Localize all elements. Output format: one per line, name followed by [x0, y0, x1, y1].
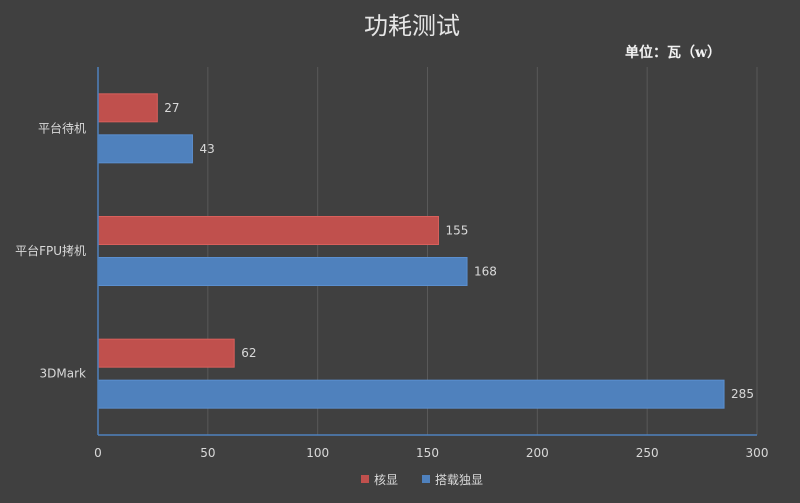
category-label: 平台FPU拷机: [15, 243, 86, 258]
data-label: 168: [474, 265, 497, 279]
legend-label: 核显: [374, 473, 398, 487]
bars: [97, 93, 725, 409]
x-tick-label: 0: [94, 446, 102, 460]
x-tick-label: 150: [416, 446, 439, 460]
x-tick-label: 50: [200, 446, 215, 460]
data-label: 155: [445, 224, 468, 238]
bar: [97, 134, 193, 164]
unit-label: 单位：瓦（w）: [625, 44, 721, 61]
bar: [97, 338, 235, 368]
x-tick-label: 100: [306, 446, 329, 460]
x-tick-label: 200: [526, 446, 549, 460]
x-tick-label: 250: [636, 446, 659, 460]
labels: 0 50 100 150 200 250 300 平台待机 27 43 平台FPU拷机 155 168 3…: [15, 101, 768, 460]
bar: [97, 216, 439, 245]
bar: [97, 379, 725, 409]
legend-swatch: [361, 475, 369, 483]
legend: 核显 搭载独显: [361, 473, 483, 487]
bar: [97, 257, 468, 286]
gridlines: [207, 67, 758, 435]
axes: [97, 67, 757, 436]
chart-title: 功耗测试: [364, 12, 460, 40]
x-tick-label: 300: [746, 446, 769, 460]
category-label: 平台待机: [38, 120, 86, 135]
data-label: 43: [199, 142, 214, 156]
bar: [97, 93, 158, 123]
data-label: 62: [241, 346, 256, 360]
legend-swatch: [422, 475, 430, 483]
legend-label: 搭载独显: [435, 473, 483, 487]
data-label: 27: [164, 101, 179, 115]
data-label: 285: [731, 387, 754, 401]
category-label: 3DMark: [40, 367, 87, 381]
